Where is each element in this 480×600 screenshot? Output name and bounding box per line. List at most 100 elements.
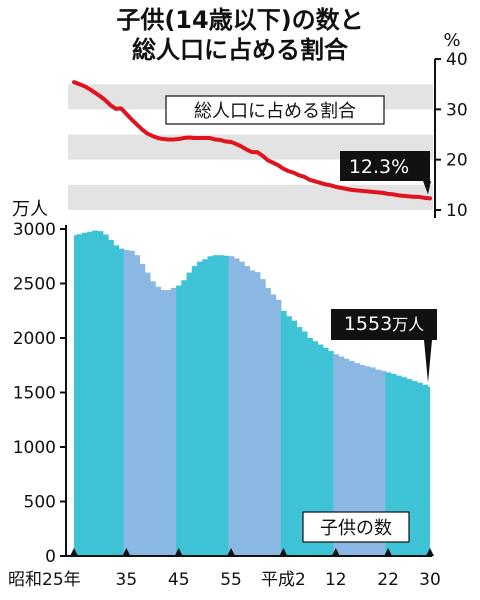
children-bar — [207, 256, 214, 556]
children-bar — [280, 310, 287, 556]
children-y-tick-label: 3000 — [13, 220, 56, 240]
children-bar — [359, 365, 366, 556]
children-bar — [416, 382, 423, 556]
children-bar — [228, 256, 235, 556]
children-bar — [306, 337, 313, 556]
children-bar — [411, 381, 418, 556]
children-bar — [149, 281, 156, 556]
children-bar — [354, 363, 360, 556]
children-x-tick-label: 30 — [419, 570, 441, 590]
children-y-unit: 万人 — [12, 199, 48, 220]
children-x-tick-mark — [174, 548, 183, 556]
children-x-tick-mark — [227, 548, 236, 556]
children-area-bands — [74, 230, 430, 557]
ratio-callout: 12.3% — [340, 151, 431, 195]
children-bar — [165, 290, 172, 556]
children-bar — [144, 272, 151, 556]
children-series-label-box: 子供の数 — [302, 511, 410, 543]
children-bar — [128, 250, 135, 557]
children-bar — [312, 341, 319, 556]
children-callout-value: 1553 — [344, 313, 392, 335]
children-bar — [270, 294, 277, 556]
children-x-tick-mark — [279, 548, 288, 556]
children-bar — [134, 255, 141, 556]
children-bar — [327, 351, 334, 556]
children-bar — [333, 354, 339, 556]
children-bar — [186, 272, 193, 556]
children-bar — [296, 327, 303, 556]
children-x-tick-label: 昭和25年 — [8, 570, 81, 590]
children-bar — [87, 231, 93, 556]
ratio-gridband — [68, 184, 433, 210]
children-bar — [217, 255, 224, 556]
children-y-tick-label: 1500 — [13, 384, 56, 404]
children-bar — [422, 384, 428, 556]
ratio-series-label: 総人口に占める割合 — [194, 101, 356, 122]
children-bar — [369, 367, 376, 556]
children-y-tick-label: 2000 — [13, 329, 56, 349]
children-bar — [275, 299, 282, 556]
children-bar — [286, 316, 292, 556]
children-bar — [202, 259, 209, 556]
children-bar — [238, 261, 245, 556]
children-bar — [390, 373, 397, 556]
children-x-ticks: 昭和25年 35 45 55 平成2 12 22 30 — [8, 548, 441, 590]
children-bar — [249, 270, 256, 556]
children-bar — [265, 287, 271, 556]
children-bar — [348, 360, 355, 556]
children-series-label: 子供の数 — [320, 518, 392, 539]
children-bar — [259, 279, 266, 556]
chart-title-line-1: 子供(14歳以下)の数と — [116, 6, 363, 34]
children-bar — [364, 366, 371, 556]
children-bar — [155, 286, 161, 556]
children-bar — [92, 230, 99, 556]
children-callout-unit: 万人 — [392, 315, 424, 334]
children-bar — [197, 261, 203, 556]
children-x-tick-mark — [70, 548, 78, 556]
children-bar — [108, 239, 114, 556]
children-bar — [74, 235, 78, 556]
children-bar — [102, 234, 109, 556]
children-bar — [338, 356, 345, 556]
children-bar — [81, 232, 88, 556]
children-bar — [385, 372, 392, 556]
children-bar — [181, 280, 188, 556]
children-bar — [160, 290, 167, 556]
children-callout: 1553万人 — [331, 309, 437, 383]
children-bar — [118, 248, 125, 556]
children-bar — [113, 245, 120, 556]
children-bar — [223, 255, 230, 556]
children-bar — [244, 266, 250, 556]
children-bar — [395, 375, 402, 556]
chart-title-line-2: 総人口に占める割合 — [132, 36, 349, 64]
children-y-tick-label: 0 — [45, 547, 56, 567]
children-bar — [233, 258, 240, 556]
children-bar — [317, 344, 324, 556]
children-x-tick-mark — [426, 548, 434, 556]
children-x-tick-label: 45 — [168, 570, 190, 590]
children-x-tick-label: 35 — [116, 570, 138, 590]
children-x-tick-mark — [384, 548, 393, 556]
children-bar — [76, 234, 83, 557]
ratio-y-tick-label: 30 — [446, 100, 468, 120]
children-x-tick-label: 12 — [325, 570, 347, 590]
children-callout-text: 1553万人 — [344, 313, 424, 335]
children-x-tick-label: 55 — [220, 570, 242, 590]
children-bar — [406, 379, 413, 556]
ratio-callout-shape — [340, 151, 431, 195]
ratio-y-tick-label: 20 — [446, 151, 468, 171]
ratio-y-ticks: 10 20 30 40 — [435, 50, 468, 221]
children-y-tick-label: 500 — [24, 493, 56, 513]
children-bar — [170, 287, 177, 556]
children-y-tick-label: 1000 — [13, 438, 56, 458]
ratio-y-tick-label: 40 — [446, 50, 468, 70]
children-x-tick-mark — [122, 548, 131, 556]
children-bar — [301, 331, 308, 556]
children-y-ticks: 0 500 1000 1500 2000 2500 3000 — [13, 220, 66, 567]
children-bar — [291, 320, 298, 556]
children-bar — [322, 347, 329, 556]
children-bar — [380, 370, 387, 556]
ratio-series-label-box: 総人口に占める割合 — [165, 95, 385, 125]
children-x-tick-mark — [331, 548, 340, 556]
